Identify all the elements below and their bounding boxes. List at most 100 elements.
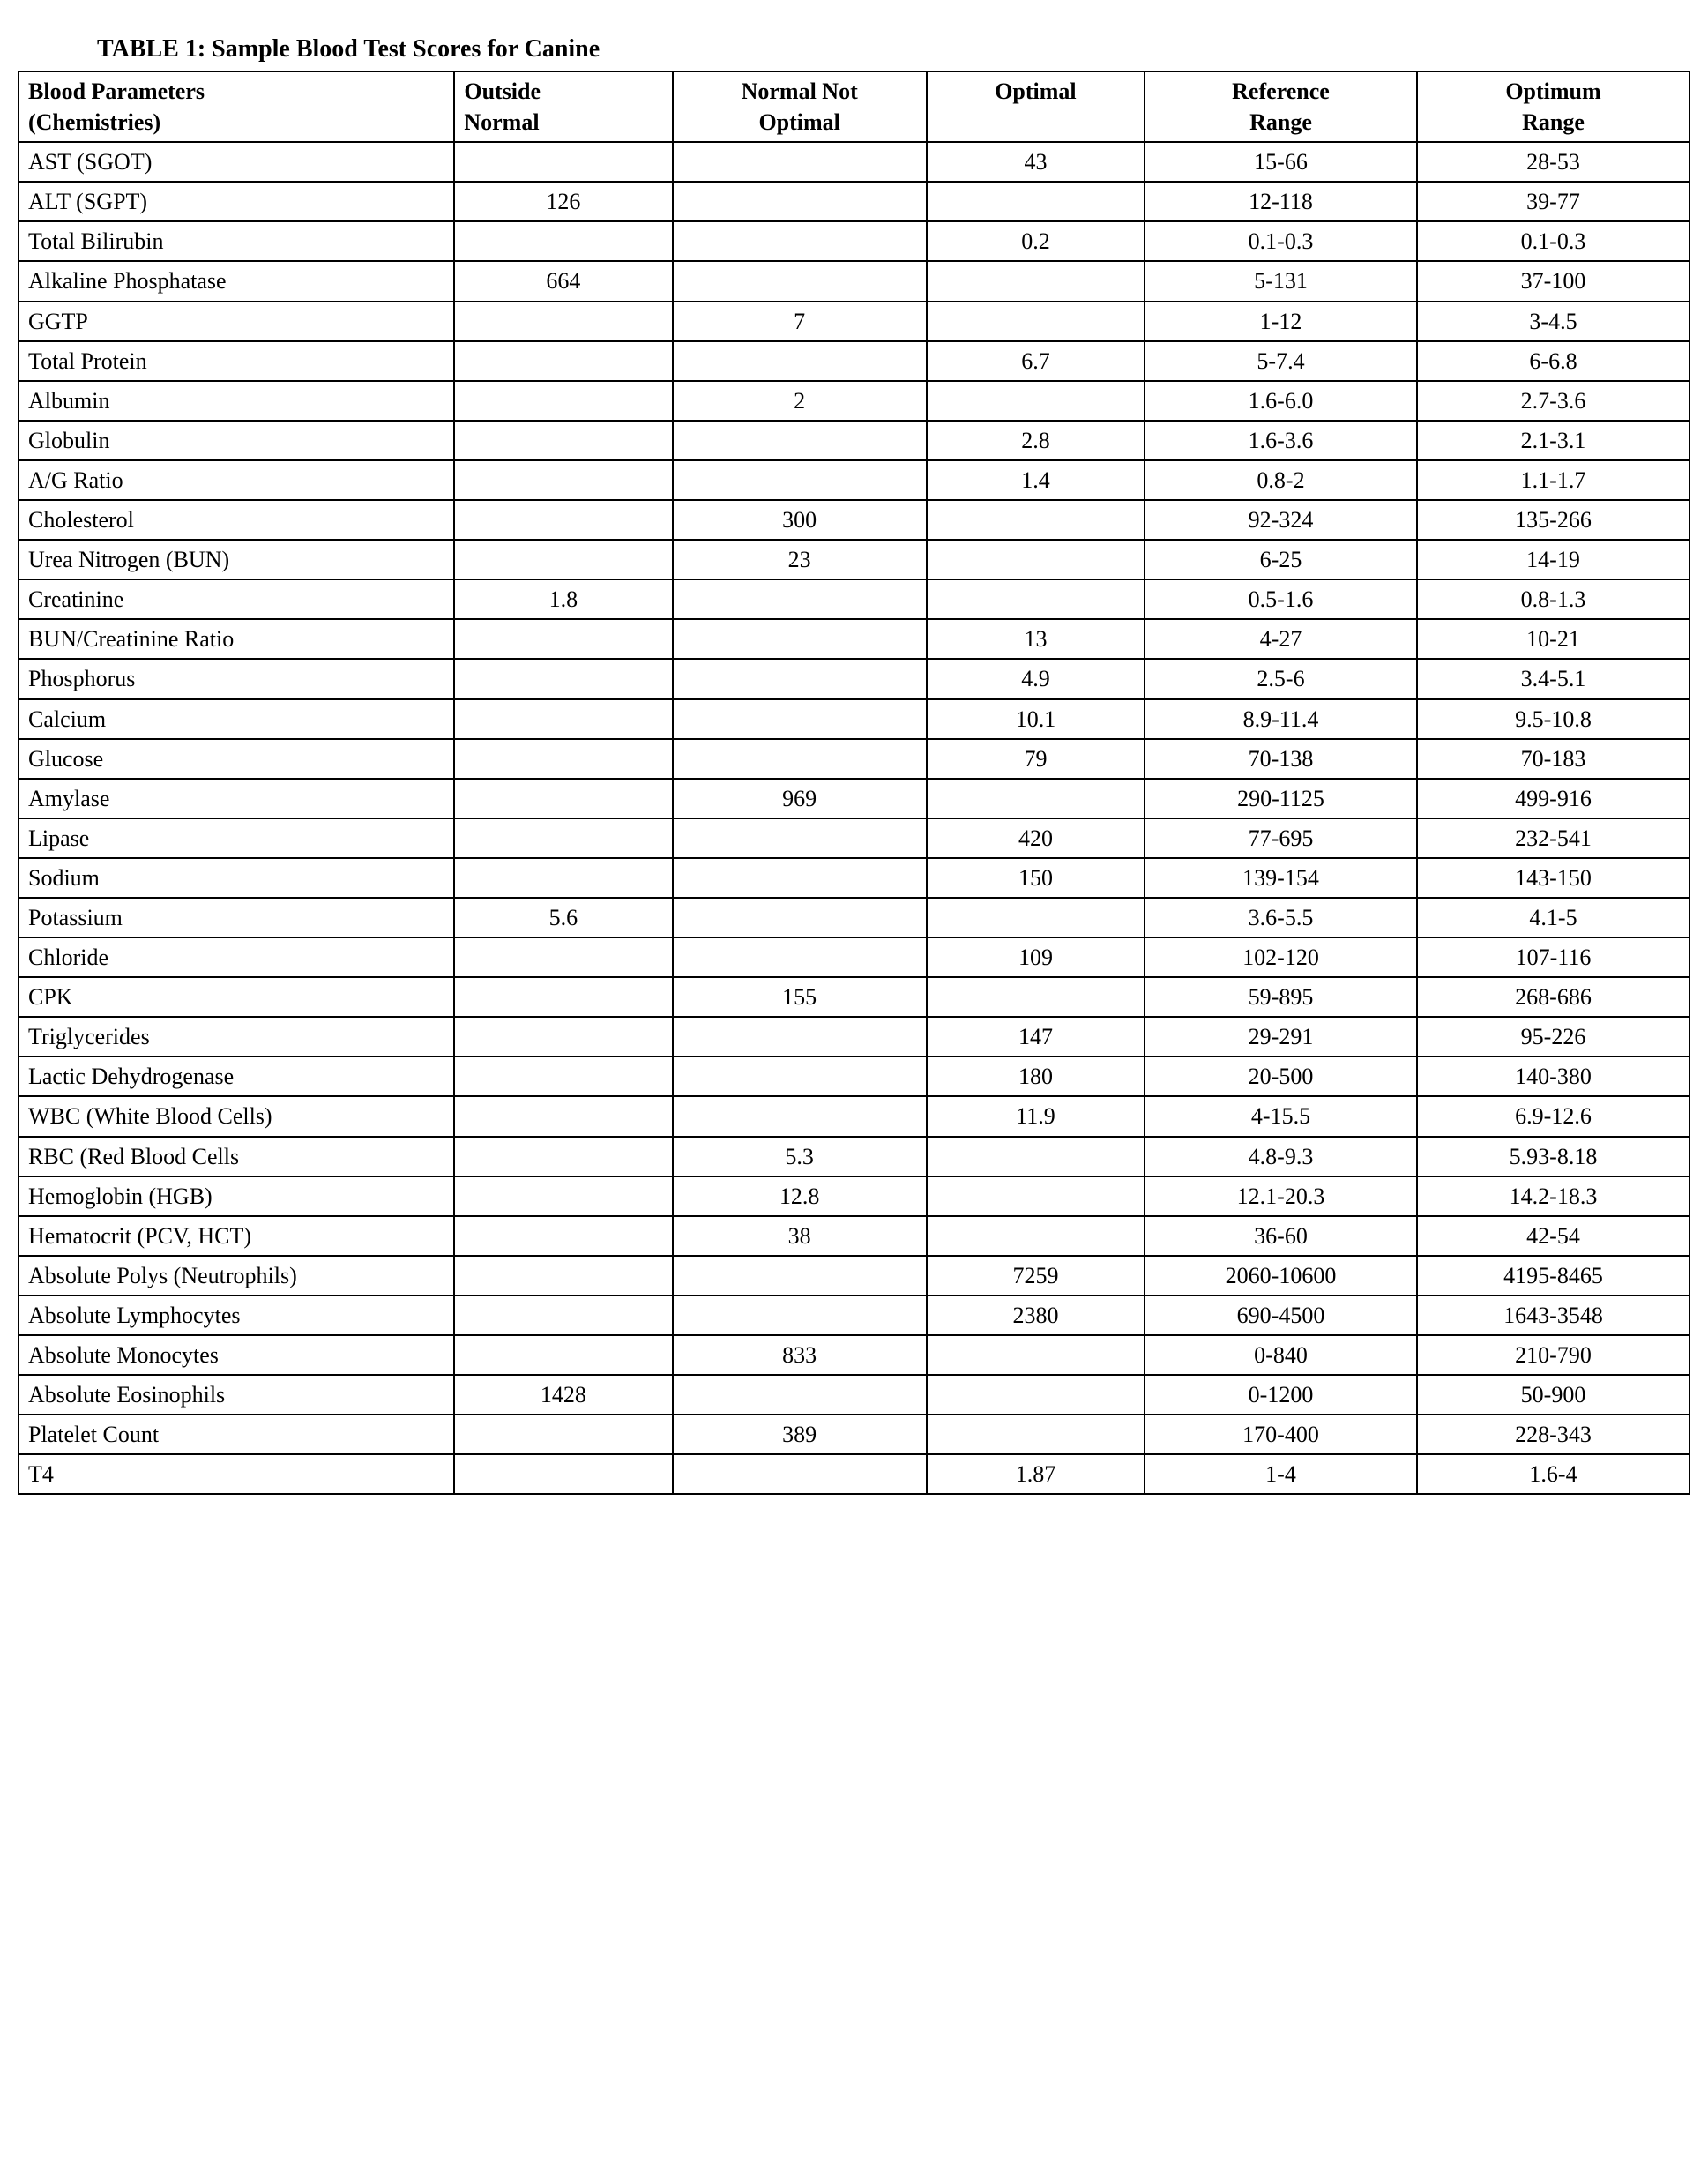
cell-blood-parameter: WBC (White Blood Cells) [19,1096,454,1136]
table-row: CPK15559-895268-686 [19,977,1689,1017]
table-title: TABLE 1: Sample Blood Test Scores for Ca… [97,35,1690,63]
cell-blood-parameter: Hemoglobin (HGB) [19,1176,454,1216]
cell-optimal [927,182,1145,221]
cell-normal-not-optimal [673,659,927,698]
cell-normal-not-optimal: 969 [673,779,927,818]
table-row: RBC (Red Blood Cells5.34.8-9.35.93-8.18 [19,1137,1689,1176]
cell-optimum-range: 232-541 [1417,818,1689,858]
cell-normal-not-optimal [673,1057,927,1096]
cell-optimal [927,1375,1145,1415]
cell-reference-range: 1-12 [1145,302,1417,341]
cell-optimal: 11.9 [927,1096,1145,1136]
cell-blood-parameter: Hematocrit (PCV, HCT) [19,1216,454,1256]
cell-optimal: 1.4 [927,460,1145,500]
cell-outside-normal [454,460,672,500]
cell-normal-not-optimal [673,858,927,898]
cell-optimal: 4.9 [927,659,1145,698]
cell-optimum-range: 4195-8465 [1417,1256,1689,1296]
cell-optimal: 2380 [927,1296,1145,1335]
cell-optimal: 0.2 [927,221,1145,261]
cell-optimum-range: 4.1-5 [1417,898,1689,937]
cell-reference-range: 2.5-6 [1145,659,1417,698]
cell-blood-parameter: Amylase [19,779,454,818]
cell-optimal: 10.1 [927,699,1145,739]
cell-blood-parameter: Albumin [19,381,454,421]
cell-outside-normal: 664 [454,261,672,301]
cell-outside-normal [454,977,672,1017]
header-reference-range: ReferenceRange [1145,71,1417,142]
cell-optimum-range: 2.7-3.6 [1417,381,1689,421]
cell-optimum-range: 3.4-5.1 [1417,659,1689,698]
cell-reference-range: 36-60 [1145,1216,1417,1256]
cell-normal-not-optimal: 389 [673,1415,927,1454]
cell-blood-parameter: Cholesterol [19,500,454,540]
cell-normal-not-optimal [673,421,927,460]
cell-outside-normal [454,540,672,579]
cell-outside-normal [454,659,672,698]
cell-optimal [927,579,1145,619]
table-row: Globulin2.81.6-3.62.1-3.1 [19,421,1689,460]
cell-blood-parameter: Absolute Polys (Neutrophils) [19,1256,454,1296]
cell-blood-parameter: Lipase [19,818,454,858]
cell-blood-parameter: Platelet Count [19,1415,454,1454]
table-row: Chloride109102-120107-116 [19,937,1689,977]
header-optimal: Optimal [927,71,1145,142]
table-row: Total Bilirubin0.20.1-0.30.1-0.3 [19,221,1689,261]
table-row: Absolute Polys (Neutrophils)72592060-106… [19,1256,1689,1296]
cell-outside-normal [454,1256,672,1296]
cell-outside-normal [454,1296,672,1335]
cell-optimal [927,302,1145,341]
cell-outside-normal [454,341,672,381]
cell-outside-normal [454,739,672,779]
cell-outside-normal [454,381,672,421]
cell-outside-normal [454,221,672,261]
cell-blood-parameter: Glucose [19,739,454,779]
cell-outside-normal [454,142,672,182]
cell-optimum-range: 3-4.5 [1417,302,1689,341]
cell-reference-range: 1.6-6.0 [1145,381,1417,421]
cell-outside-normal [454,302,672,341]
cell-outside-normal [454,937,672,977]
cell-optimal: 6.7 [927,341,1145,381]
table-row: Triglycerides14729-29195-226 [19,1017,1689,1057]
cell-optimal: 109 [927,937,1145,977]
cell-optimal [927,540,1145,579]
header-optimum-range: OptimumRange [1417,71,1689,142]
cell-optimal [927,381,1145,421]
cell-reference-range: 0.8-2 [1145,460,1417,500]
cell-normal-not-optimal [673,739,927,779]
cell-normal-not-optimal [673,579,927,619]
cell-blood-parameter: Absolute Monocytes [19,1335,454,1375]
cell-blood-parameter: Chloride [19,937,454,977]
cell-reference-range: 5-131 [1145,261,1417,301]
cell-normal-not-optimal [673,182,927,221]
cell-blood-parameter: T4 [19,1454,454,1494]
table-row: T41.871-41.6-4 [19,1454,1689,1494]
cell-optimal: 180 [927,1057,1145,1096]
cell-normal-not-optimal: 833 [673,1335,927,1375]
cell-blood-parameter: Urea Nitrogen (BUN) [19,540,454,579]
cell-normal-not-optimal [673,1017,927,1057]
cell-reference-range: 77-695 [1145,818,1417,858]
cell-optimum-range: 499-916 [1417,779,1689,818]
cell-blood-parameter: ALT (SGPT) [19,182,454,221]
cell-optimum-range: 210-790 [1417,1335,1689,1375]
cell-blood-parameter: Total Bilirubin [19,221,454,261]
cell-normal-not-optimal [673,142,927,182]
cell-outside-normal: 126 [454,182,672,221]
cell-reference-range: 1.6-3.6 [1145,421,1417,460]
cell-reference-range: 4-15.5 [1145,1096,1417,1136]
cell-outside-normal [454,1216,672,1256]
cell-optimal [927,500,1145,540]
table-row: Absolute Monocytes8330-840210-790 [19,1335,1689,1375]
cell-blood-parameter: Lactic Dehydrogenase [19,1057,454,1096]
cell-optimal: 43 [927,142,1145,182]
cell-optimum-range: 70-183 [1417,739,1689,779]
cell-blood-parameter: Sodium [19,858,454,898]
cell-optimum-range: 5.93-8.18 [1417,1137,1689,1176]
cell-optimum-range: 1643-3548 [1417,1296,1689,1335]
cell-outside-normal [454,1176,672,1216]
cell-reference-range: 59-895 [1145,977,1417,1017]
cell-outside-normal [454,1057,672,1096]
cell-optimum-range: 50-900 [1417,1375,1689,1415]
